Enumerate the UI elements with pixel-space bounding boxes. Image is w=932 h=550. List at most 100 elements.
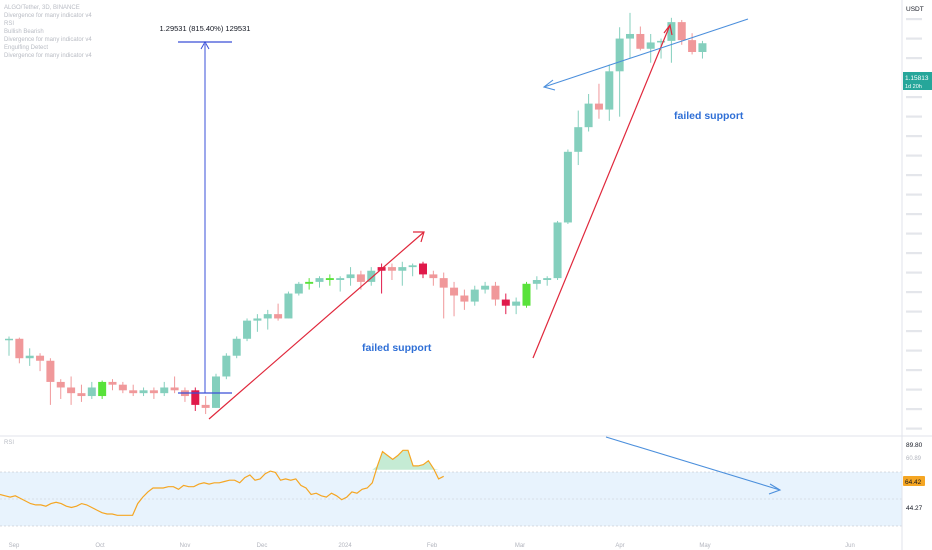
candle-body bbox=[36, 355, 45, 361]
time-axis-label: May bbox=[699, 543, 710, 549]
candle-body bbox=[222, 355, 231, 377]
time-axis-label: Mar bbox=[515, 543, 525, 549]
candle-body bbox=[325, 278, 334, 280]
price-axis-tick bbox=[906, 135, 922, 138]
candle-body bbox=[491, 285, 500, 300]
measure-label: 1.29531 (815.40%) 129531 bbox=[160, 24, 251, 33]
candle-body bbox=[243, 320, 252, 339]
candle bbox=[512, 297, 521, 315]
legend-line[interactable]: Bullish Bearish bbox=[4, 29, 44, 35]
candle-body bbox=[605, 71, 614, 110]
time-axis[interactable]: Sep Oct Nov Dec 2024 Feb Mar Apr May Jun bbox=[9, 543, 855, 549]
candle bbox=[439, 272, 448, 319]
candle bbox=[274, 303, 283, 321]
legend-line[interactable]: Divergence for many indicator v4 bbox=[4, 13, 92, 19]
candle bbox=[67, 376, 76, 405]
price-axis-tick bbox=[906, 388, 922, 391]
candle-body bbox=[584, 103, 593, 128]
candle bbox=[5, 336, 13, 356]
current-price-badge: 1.15813 1d 20h bbox=[903, 72, 932, 90]
time-axis-label: Nov bbox=[180, 543, 191, 549]
trend-arrow-2[interactable] bbox=[532, 23, 673, 359]
candle bbox=[481, 281, 490, 294]
failed-support-label-left: failed support bbox=[362, 342, 432, 354]
candle bbox=[108, 379, 117, 391]
rsi-line bbox=[0, 449, 444, 516]
rsi-divergence-arrow[interactable] bbox=[605, 436, 782, 495]
candle bbox=[180, 387, 189, 402]
price-axis-tick bbox=[906, 37, 922, 40]
candle-body bbox=[108, 381, 117, 385]
price-axis-tick bbox=[906, 271, 922, 274]
candle-body bbox=[212, 376, 220, 408]
legend-line[interactable]: RSI bbox=[4, 21, 15, 27]
price-axis-tick bbox=[906, 18, 922, 21]
candle-body bbox=[67, 387, 76, 394]
candle bbox=[336, 276, 345, 292]
price-axis-tick bbox=[906, 310, 922, 313]
candle bbox=[222, 353, 231, 380]
candle-body bbox=[118, 384, 127, 391]
candle-body bbox=[460, 295, 469, 302]
legend-line[interactable]: Engulfing Detect bbox=[4, 45, 49, 51]
candle-body bbox=[532, 279, 541, 284]
candle-body bbox=[646, 42, 655, 49]
rsi-current-badge: 64.42 bbox=[903, 476, 925, 486]
candle bbox=[315, 276, 324, 288]
candle bbox=[688, 33, 697, 55]
candle bbox=[129, 384, 138, 397]
current-price: 1.15813 bbox=[905, 75, 929, 82]
candle bbox=[77, 384, 86, 402]
candle bbox=[367, 267, 376, 286]
price-axis-tick bbox=[906, 330, 922, 333]
candle bbox=[346, 267, 355, 286]
candle bbox=[408, 263, 417, 277]
candle bbox=[387, 263, 396, 280]
measure-arrowhead bbox=[200, 40, 210, 50]
candle bbox=[574, 110, 583, 166]
candle bbox=[563, 149, 572, 224]
candle bbox=[15, 337, 24, 364]
candle-body bbox=[201, 404, 210, 408]
candle-timer: 1d 20h bbox=[905, 84, 922, 90]
candle-body bbox=[501, 299, 510, 306]
candle-body bbox=[15, 338, 24, 359]
candle-body bbox=[77, 393, 86, 397]
candle bbox=[553, 220, 562, 280]
candle bbox=[87, 381, 96, 399]
candle bbox=[377, 263, 386, 294]
candle-body bbox=[677, 22, 686, 41]
trend-arrow-1[interactable] bbox=[208, 231, 425, 420]
candle-body bbox=[450, 287, 459, 296]
candle-body bbox=[387, 267, 396, 271]
candle bbox=[139, 387, 148, 397]
candle-body bbox=[191, 390, 200, 405]
candle-body bbox=[356, 274, 365, 282]
candle-body bbox=[408, 265, 417, 268]
candle bbox=[615, 27, 624, 117]
candle bbox=[98, 380, 107, 399]
candle bbox=[636, 26, 645, 51]
candle bbox=[191, 387, 200, 411]
legend-line[interactable]: Divergence for many indicator v4 bbox=[4, 53, 92, 59]
trend-arrow-1-head bbox=[413, 231, 425, 243]
candle bbox=[46, 358, 55, 405]
time-axis-label: Sep bbox=[9, 543, 20, 549]
currency-label: USDT bbox=[906, 6, 924, 13]
candle bbox=[626, 12, 634, 59]
candle-body bbox=[253, 318, 262, 321]
price-axis-tick bbox=[906, 115, 922, 118]
measure-tool[interactable]: 1.29531 (815.40%) 129531 bbox=[160, 24, 251, 394]
candle-body bbox=[626, 33, 634, 39]
legend-line[interactable]: Divergence for many indicator v4 bbox=[4, 37, 92, 43]
channel-line-arrowhead bbox=[542, 79, 556, 91]
candles bbox=[5, 12, 707, 415]
rsi-level-high: 89.80 bbox=[906, 442, 923, 449]
candle-body bbox=[563, 151, 572, 223]
candle-body bbox=[284, 293, 293, 319]
legend-line[interactable]: ALGO/Tether, 3D, BINANCE bbox=[4, 5, 80, 11]
candle-body bbox=[87, 387, 96, 397]
channel-line[interactable] bbox=[542, 18, 749, 91]
candle-body bbox=[25, 355, 34, 359]
